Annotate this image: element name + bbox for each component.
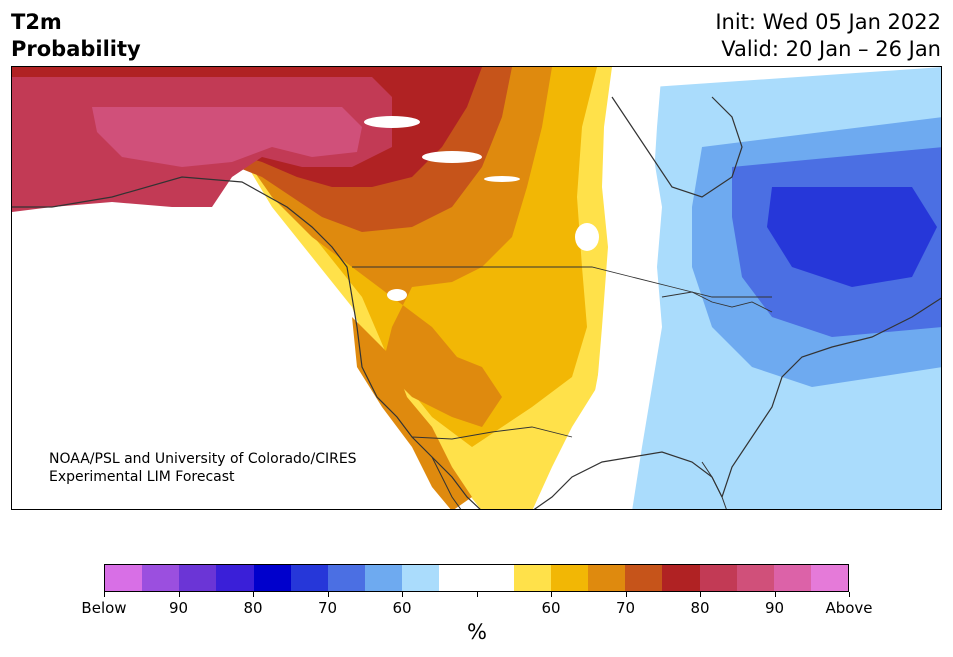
great-slave-lake (422, 151, 482, 163)
gulf-coast (533, 451, 723, 509)
colorbar-tick (178, 592, 180, 597)
colorbar-segment (736, 565, 774, 591)
forecast-map (11, 66, 942, 510)
colorbar-tick (774, 592, 776, 597)
map-canvas (12, 67, 941, 509)
lake-athabasca (484, 176, 520, 182)
coastlines (12, 96, 941, 509)
colorbar-tick-label: 70 (317, 599, 338, 617)
colorbar-segment (699, 565, 737, 591)
white-patch-west (387, 289, 407, 301)
us-mexico-border (411, 426, 573, 440)
colorbar-tick-label: 80 (243, 599, 263, 617)
colorbar-segment (476, 565, 514, 591)
colorbar-segment (662, 565, 700, 591)
colorbar-tick (625, 592, 627, 597)
colorbar-tick (849, 592, 850, 597)
colorbar-segment (290, 565, 328, 591)
colorbar-segment (773, 565, 811, 591)
colorbar-segment (625, 565, 663, 591)
colorbar-tick-label: 70 (615, 599, 636, 617)
attribution: NOAA/PSL and University of Colorado/CIRE… (49, 450, 357, 486)
colorbar-tick-label: Above (825, 599, 873, 617)
band-blue-dark (767, 187, 937, 287)
colorbar-segment (550, 565, 589, 591)
map-title: T2m Probability (11, 9, 141, 63)
colorbar (104, 564, 849, 592)
init-date: Init: Wed 05 Jan 2022 (715, 10, 941, 34)
baja (431, 456, 462, 509)
colorbar-segment (142, 565, 180, 591)
us-canada-border (352, 266, 772, 298)
band-pink (92, 107, 362, 167)
colorbar-tick-label: Below (81, 599, 127, 617)
colorbar-segment (327, 565, 366, 591)
colorbar-segment (588, 565, 626, 591)
colorbar-tick (476, 592, 478, 597)
product-label: Probability (11, 37, 141, 61)
forecast-dates: Init: Wed 05 Jan 2022 Valid: 20 Jan – 26… (715, 9, 941, 63)
great-lakes (661, 291, 773, 313)
colorbar-segment (216, 565, 254, 591)
colorbar-segment (253, 565, 291, 591)
valid-range: Valid: 20 Jan – 26 Jan (721, 37, 941, 61)
colorbar-tick-label: 90 (168, 599, 189, 617)
probability-shading (12, 67, 941, 509)
white-patch-central (575, 223, 599, 251)
colorbar-segment (439, 565, 477, 591)
great-bear-lake (364, 116, 420, 128)
colorbar-tick (327, 592, 329, 597)
colorbar-segment (105, 565, 143, 591)
variable-label: T2m (11, 10, 62, 34)
credit-line-2: Experimental LIM Forecast (49, 469, 235, 485)
band-neutral (533, 67, 662, 509)
colorbar-tick (104, 592, 105, 597)
colorbar-segment (179, 565, 217, 591)
colorbar-tick (402, 592, 403, 597)
credit-line-1: NOAA/PSL and University of Colorado/CIRE… (49, 451, 357, 467)
interior-lakes (364, 116, 599, 301)
colorbar-tick (551, 592, 552, 597)
colorbar-tick-label: 90 (764, 599, 785, 617)
colorbar-tick-label: 80 (690, 599, 710, 617)
colorbar-tick (700, 592, 701, 597)
colorbar-segment (365, 565, 403, 591)
band-orange-southwest (352, 317, 472, 509)
colorbar-tick-label: 60 (541, 599, 561, 617)
colorbar-unit: % (467, 620, 487, 644)
colorbar-tick (253, 592, 254, 597)
hudson-bay (611, 96, 743, 198)
east-coast (721, 297, 941, 498)
colorbar-segment (810, 565, 849, 591)
colorbar-segment (402, 565, 440, 591)
florida (701, 461, 727, 509)
colorbar-tick-label: 60 (392, 599, 412, 617)
colorbar-segment (513, 565, 551, 591)
